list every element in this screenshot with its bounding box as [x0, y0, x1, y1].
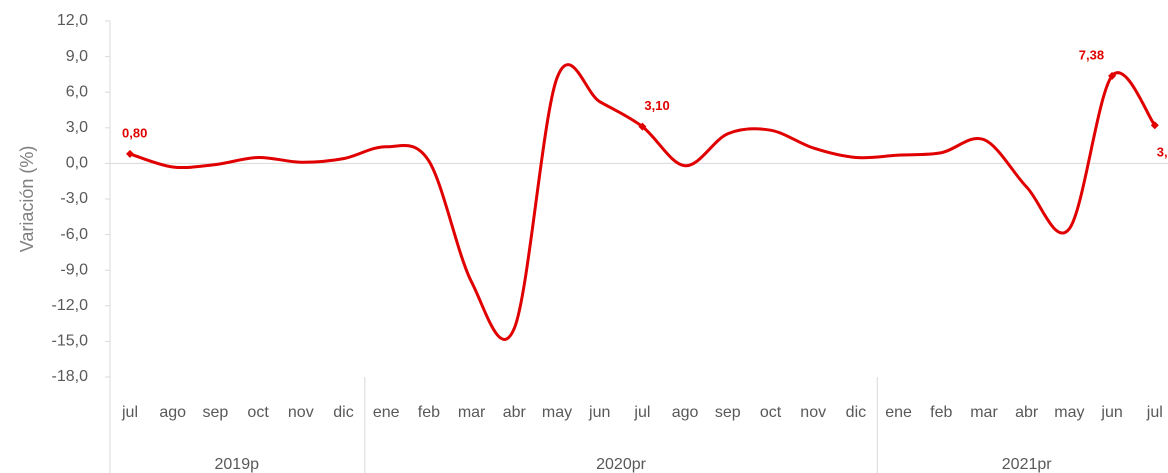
x-tick-label: jun [588, 404, 610, 421]
group-label: 2021pr [1002, 456, 1052, 473]
x-tick-label: nov [288, 404, 314, 421]
x-tick-label: ene [885, 404, 912, 421]
x-tick-label: may [542, 404, 572, 421]
x-tick-label: feb [418, 404, 440, 421]
data-marker [1150, 121, 1159, 130]
x-tick-label: abr [1015, 404, 1039, 421]
group-label: 2020pr [596, 456, 646, 473]
x-tick-label: jul [1146, 404, 1163, 421]
y-tick-label: 12,0 [57, 12, 88, 29]
data-marker [126, 149, 134, 158]
y-tick-label: -9,0 [60, 261, 88, 278]
y-tick-label: -18,0 [52, 368, 89, 385]
x-tick-label: ago [159, 404, 186, 421]
x-tick-label: ene [373, 404, 400, 421]
data-label: 7,38 [1079, 47, 1104, 62]
x-tick-label: ago [672, 404, 699, 421]
x-tick-label: oct [760, 404, 782, 421]
x-tick-label: dic [846, 404, 866, 421]
x-tick-label: abr [503, 404, 527, 421]
x-tick-label: may [1054, 404, 1084, 421]
x-tick-label: jul [121, 404, 138, 421]
x-tick-label: oct [247, 404, 269, 421]
data-label: 3,10 [644, 98, 669, 113]
x-tick-label: jul [633, 404, 650, 421]
x-tick-label: jun [1100, 404, 1122, 421]
y-tick-label: 3,0 [66, 119, 88, 136]
x-tick-label: mar [458, 404, 486, 421]
data-label: 3,21 [1157, 145, 1168, 160]
x-tick-label: nov [800, 404, 826, 421]
y-tick-label: -6,0 [60, 226, 88, 243]
y-tick-label: -3,0 [60, 190, 88, 207]
group-label: 2019p [215, 456, 260, 473]
y-tick-label: 6,0 [66, 83, 88, 100]
x-tick-label: mar [970, 404, 998, 421]
y-tick-label: 0,0 [66, 155, 88, 172]
y-axis-title: Variación (%) [17, 146, 37, 253]
data-line [129, 63, 1157, 341]
y-tick-label: -12,0 [52, 297, 89, 314]
data-marker [638, 122, 647, 131]
x-tick-label: dic [333, 404, 353, 421]
y-tick-label: 9,0 [66, 48, 88, 65]
x-tick-label: feb [930, 404, 952, 421]
x-tick-label: sep [203, 404, 229, 421]
x-tick-label: sep [715, 404, 741, 421]
data-label: 0,80 [122, 125, 147, 140]
data-marker [1108, 71, 1117, 80]
y-tick-label: -15,0 [52, 333, 89, 350]
